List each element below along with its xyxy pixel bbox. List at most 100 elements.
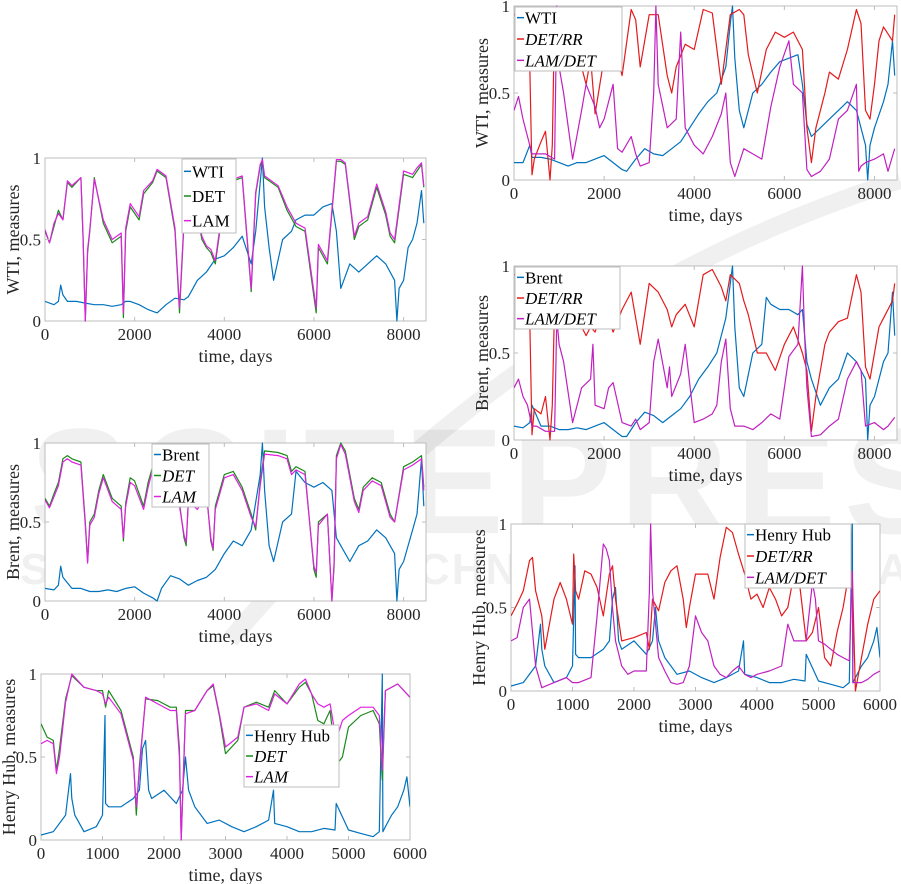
series-line-lam [45,444,425,602]
x-tick-label: 8000 [387,325,421,344]
legend-label: DET/RR [524,30,583,49]
y-tick-label: 0.5 [16,748,37,767]
y-axis-label: Henry Hub, measures [469,529,489,685]
x-tick-label: 4000 [677,444,711,463]
legend-label: LAM [192,212,230,231]
x-tick-label: 6000 [297,605,331,624]
x-tick-label: 0 [510,444,519,463]
legend-label: LAM/DET [524,310,597,329]
legend-label: DET [192,187,226,206]
x-tick-label: 1000 [556,695,590,714]
legend-label: Henry Hub [254,726,330,745]
x-tick-label: 6000 [863,695,897,714]
x-axis-label: time, days [199,626,273,646]
y-tick-label: 0 [33,312,42,331]
legend-label: WTI [192,162,224,181]
series-line-lam-det [514,265,896,438]
x-axis-label: time, days [669,205,743,225]
x-tick-label: 0 [507,695,516,714]
y-axis-label: Brent, measures [3,464,23,580]
y-axis-label: Brent, measures [472,295,492,411]
chart-wti-det-lam: 0 2000 4000 6000 8000 0 0.5 1 time, days WTI, mea… [3,149,427,366]
y-tick-label: 1 [502,257,511,276]
legend-label: DET [161,467,196,486]
x-tick-label: 8000 [857,444,891,463]
legend-label: LAM [253,768,289,787]
legend-label: Henry Hub [755,526,831,545]
chart-henryhub-det-lam: 0 1000 2000 3000 4000 5000 6000 0 0.5 1 time, days… [0,665,427,884]
y-tick-label: 1 [499,515,508,534]
x-tick-label: 4000 [207,325,241,344]
legend: Brent DET/RR LAM/DET [514,266,621,330]
series-line-brent [514,265,896,441]
y-tick-label: 1 [29,665,38,684]
series-line-lam [41,673,410,841]
legend-label: DET/RR [754,547,813,566]
plot-area [40,673,411,841]
x-tick-label: 2000 [587,184,621,203]
legend-label: Brent [162,446,200,465]
series-line-lam [45,159,425,322]
chart-wti-ratios: 0 2000 4000 6000 8000 0 0.5 1 time, days WTI, mea… [472,0,898,225]
x-tick-label: 4000 [677,184,711,203]
legend-box [744,523,852,589]
x-tick-label: 3000 [209,844,243,863]
series-line-wti [45,157,425,322]
legend: Henry Hub DET/RR LAM/DET [744,523,852,589]
x-tick-label: 4000 [207,605,241,624]
y-tick-label: 1 [502,0,511,16]
x-tick-label: 2000 [147,844,181,863]
series-line-wti [514,5,896,181]
legend: Henry Hub DET LAM [243,724,340,788]
x-axis-label: time, days [659,716,733,736]
x-tick-label: 4000 [270,844,304,863]
x-tick-label: 0 [41,605,50,624]
y-tick-label: 0.5 [486,599,507,618]
x-tick-label: 0 [37,844,46,863]
x-tick-label: 5000 [802,695,836,714]
legend: WTI DET LAM [181,158,237,234]
x-tick-label: 2000 [118,605,152,624]
series-line-det-rr [511,526,880,692]
series-line-henry-hub [511,523,880,689]
x-axis-label: time, days [669,465,743,485]
y-tick-label: 0 [502,171,511,190]
series-line-henry-hub [41,673,410,838]
x-tick-label: 2000 [587,444,621,463]
x-tick-label: 3000 [679,695,713,714]
y-tick-label: 0 [499,682,508,701]
x-tick-label: 2000 [617,695,651,714]
x-tick-label: 4000 [740,695,774,714]
y-axis-label: WTI, measures [3,185,23,295]
x-tick-label: 6000 [393,844,427,863]
x-tick-label: 8000 [387,605,421,624]
y-tick-label: 1 [33,434,42,453]
y-tick-label: 0.5 [489,344,510,363]
x-tick-label: 5000 [332,844,366,863]
chart-brent-det-lam: 0 2000 4000 6000 8000 0 0.5 1 time, days Brent, m… [3,434,427,646]
series-line-lam-det [511,523,880,689]
y-tick-label: 0 [502,431,511,450]
chart-brent-ratios: 0 2000 4000 6000 8000 0 0.5 1 time, days Brent, m… [472,257,898,485]
x-tick-label: 0 [510,184,519,203]
legend-label: LAM [161,488,197,507]
plot-area [44,442,427,602]
legend-box [514,6,623,72]
series-line-lam-det [514,5,896,178]
legend-box [514,266,621,330]
x-tick-label: 1000 [86,844,120,863]
legend-label: LAM/DET [524,51,597,70]
y-tick-label: 0 [29,831,38,850]
legend: WTI DET/RR LAM/DET [514,6,623,72]
x-tick-label: 2000 [118,325,152,344]
y-axis-label: WTI, measures [472,38,492,148]
legend-label: DET [253,747,288,766]
y-tick-label: 0.5 [20,513,41,532]
x-tick-label: 6000 [767,184,801,203]
legend-label: DET/RR [524,289,583,308]
legend-label: LAM/DET [754,568,827,587]
legend-label: WTI [525,9,557,28]
y-tick-label: 0 [33,592,42,611]
series-line-brent [45,442,425,602]
